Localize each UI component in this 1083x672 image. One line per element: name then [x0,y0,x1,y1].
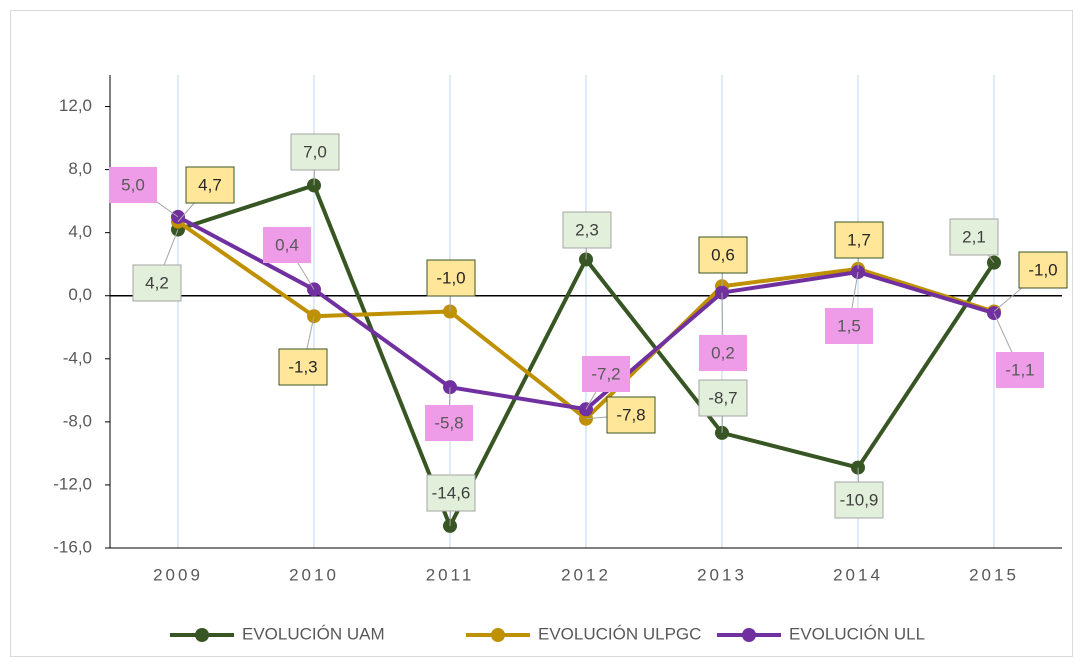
label-box [562,211,612,249]
label-box [699,335,747,371]
label-box [263,227,311,263]
x-tick-label: 2014 [833,565,883,584]
legend-label: EVOLUCIÓN ULPGC [538,624,701,643]
data-label: 4,7 [177,166,235,222]
x-tick-label: 2015 [969,565,1019,584]
y-tick-label: -12,0 [53,474,92,493]
value-label: -1,3 [288,357,317,376]
value-label: 2,1 [962,227,986,246]
value-label: 2,3 [575,220,599,239]
value-label: -7,8 [616,405,645,424]
label-box [278,348,328,386]
data-label: 1,5 [825,272,873,344]
y-tick-label: -16,0 [53,537,92,556]
value-label: 4,2 [145,273,169,292]
data-label: 2,1 [949,218,999,263]
legend-label: EVOLUCIÓN ULL [789,624,925,643]
y-tick-label: 4,0 [68,222,92,241]
value-label: -1,0 [436,268,465,287]
data-label: -1,0 [426,259,476,312]
value-label: -7,2 [591,364,620,383]
value-label: -1,1 [1005,360,1034,379]
value-label: -5,8 [434,413,463,432]
label-box [290,133,340,171]
value-label: 0,4 [275,235,299,254]
data-label: 0,2 [699,292,747,371]
label-box [425,405,473,441]
data-label: -1,0 [993,251,1068,312]
value-label: -1,0 [1028,260,1057,279]
y-tick-label: 12,0 [59,96,92,115]
label-box [606,396,656,434]
data-label: 0,4 [263,227,315,290]
label-box [698,236,748,274]
x-tick-label: 2013 [697,565,747,584]
value-label: 5,0 [121,175,145,194]
value-label: -10,9 [840,490,879,509]
data-label: -5,8 [425,387,473,441]
label-box [132,264,182,302]
label-box [949,218,999,256]
data-label: -7,2 [582,356,630,410]
label-box [996,352,1044,388]
data-label: 2,3 [562,211,612,260]
y-tick-label: 0,0 [68,285,92,304]
data-label: -1,3 [278,316,328,386]
data-label: -10,9 [834,467,884,519]
label-box [698,379,748,417]
value-label: 0,6 [711,245,735,264]
legend-marker [742,628,756,642]
label-box [426,474,476,512]
value-label: 7,0 [303,142,327,161]
legend-marker [195,628,209,642]
label-box [185,166,235,204]
x-tick-label: 2009 [153,565,203,584]
x-tick-label: 2012 [561,565,611,584]
y-tick-label: 8,0 [68,159,92,178]
label-box [834,481,884,519]
data-label: 1,7 [834,221,884,269]
value-label: -14,6 [432,483,471,502]
value-label: 0,2 [711,343,735,362]
data-label: -8,7 [698,379,748,433]
data-label: -7,8 [585,396,656,434]
data-label: 4,2 [132,229,182,302]
label-box [1018,251,1068,289]
data-label: 5,0 [109,167,179,218]
value-label: 4,7 [198,175,222,194]
label-box [109,167,157,203]
label-box [426,259,476,297]
label-box [825,308,873,344]
label-box [582,356,630,392]
y-tick-label: -8,0 [63,411,92,430]
legend-label: EVOLUCIÓN UAM [242,624,385,643]
y-tick-label: -4,0 [63,348,92,367]
data-label: -1,1 [993,312,1044,388]
x-tick-label: 2011 [426,565,475,584]
data-label: -14,6 [426,474,476,526]
value-label: 1,7 [847,230,871,249]
data-label: 7,0 [290,133,340,186]
value-label: 1,5 [837,316,861,335]
label-box [834,221,884,259]
value-label: -8,7 [708,388,737,407]
legend-marker [491,628,505,642]
data-label: 0,6 [698,236,748,287]
x-tick-label: 2010 [289,565,339,584]
chart-border [10,10,1073,657]
